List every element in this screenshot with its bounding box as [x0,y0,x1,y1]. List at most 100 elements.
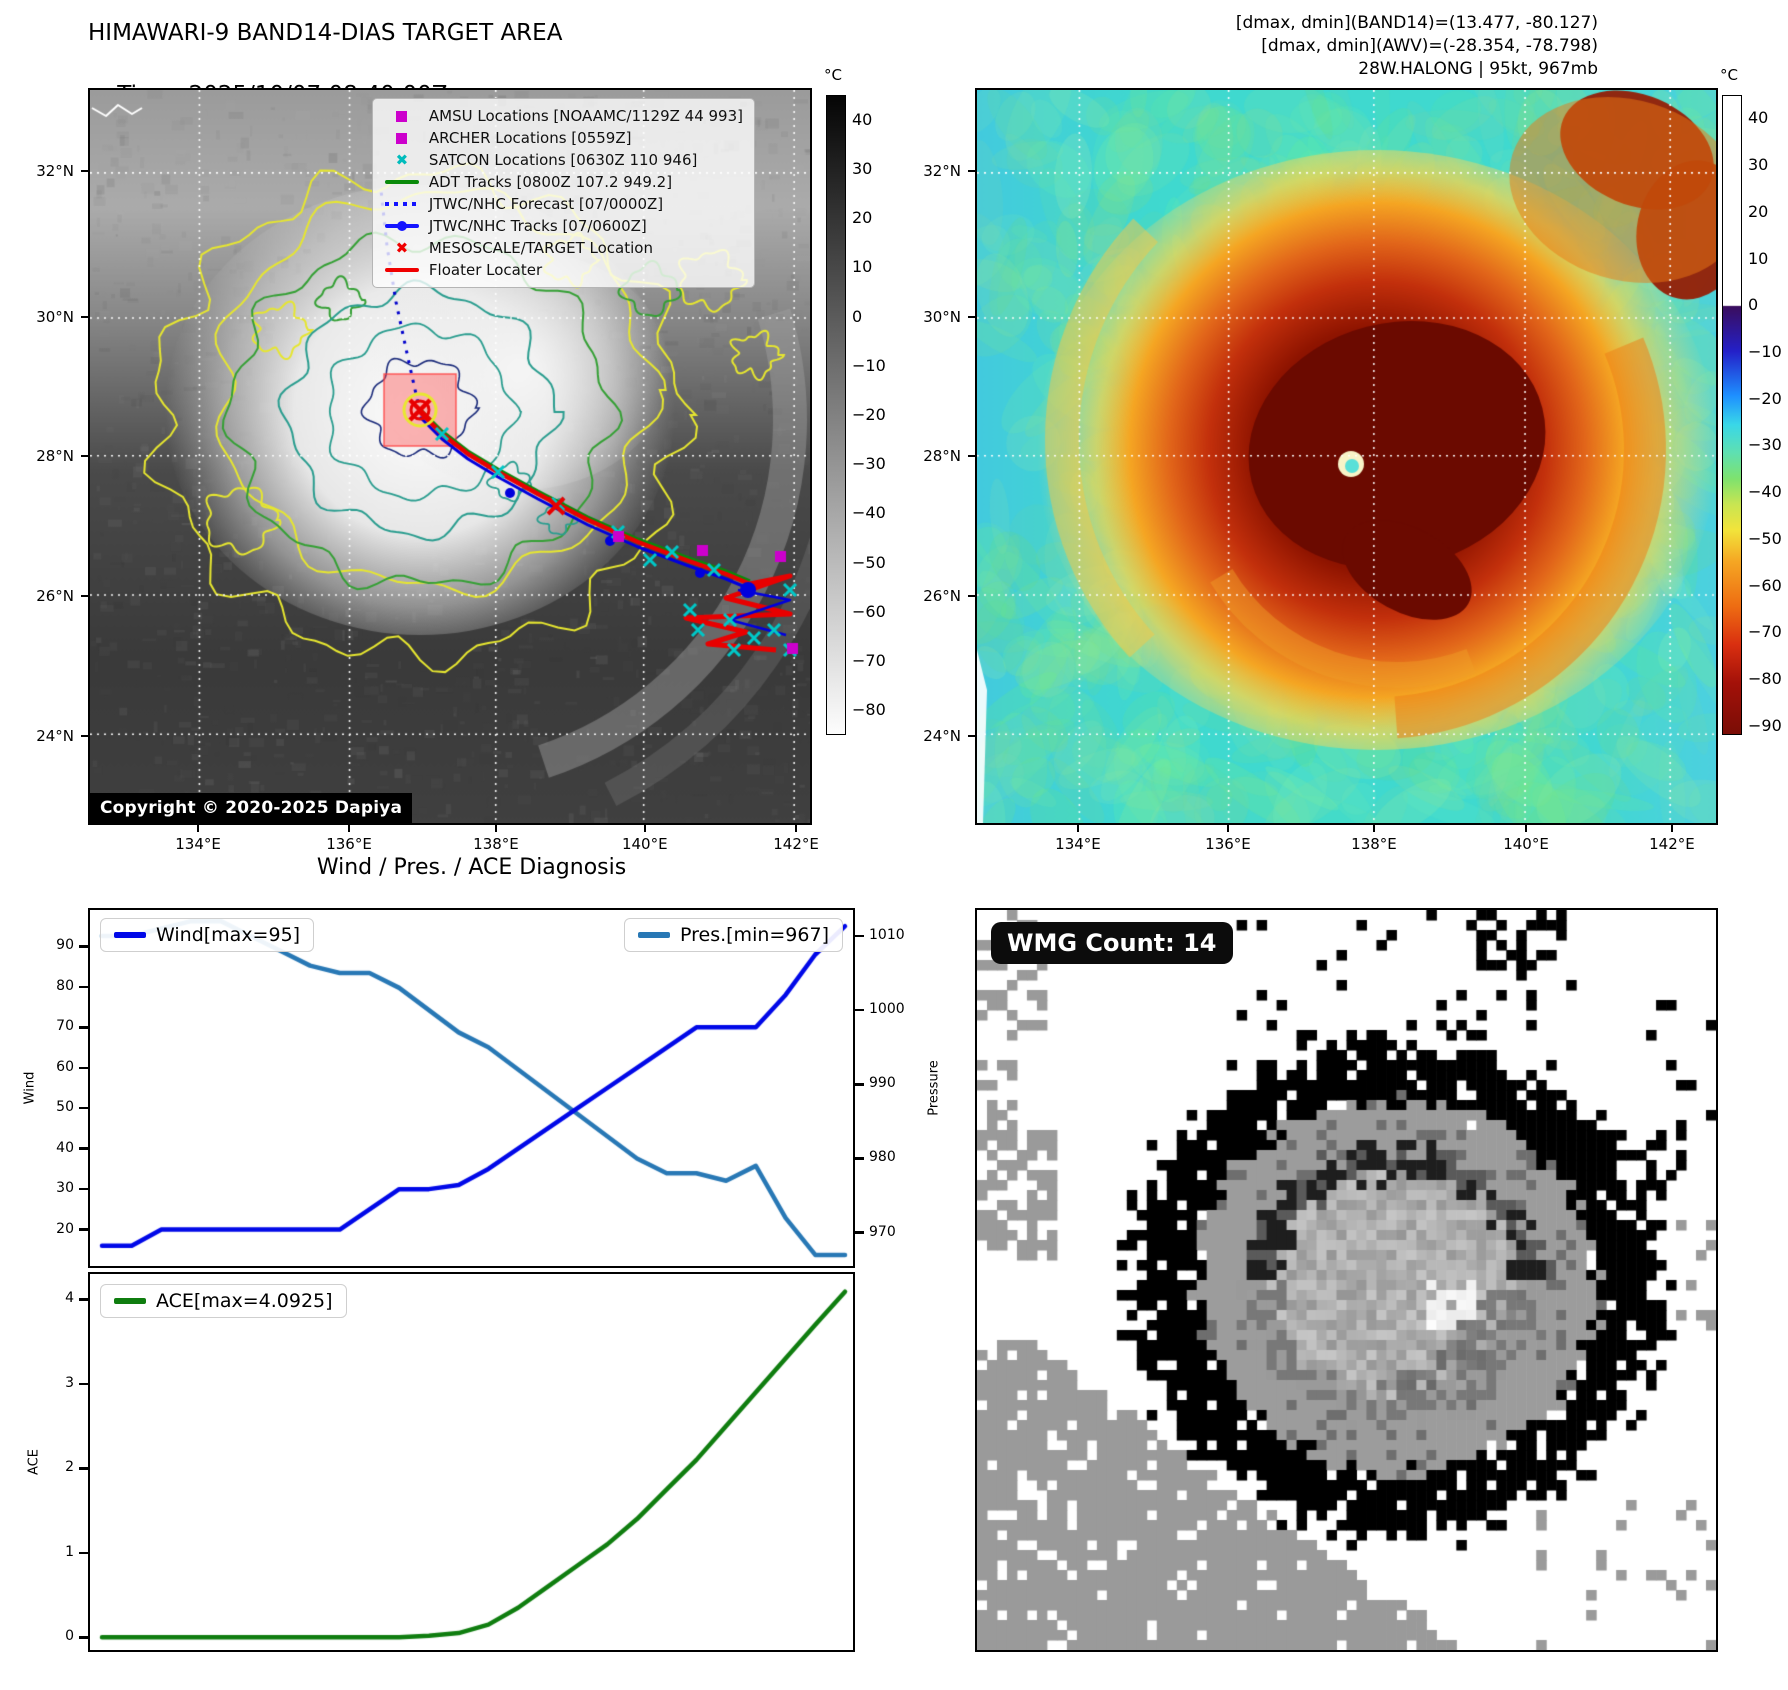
wind-y-tick-label: 40 [56,1139,74,1156]
legend-marker-glyph [384,180,419,184]
ace-y-tick-mark [79,1551,88,1555]
awv-colorbar-tick: 0 [1748,295,1759,315]
pressure-y-tick-label: 1000 [869,1001,905,1018]
band14-y-tick-label: 32°N [36,162,74,181]
wmg-count-panel: WMG Count: 14 [975,908,1718,1652]
awv-colorbar-tick: 40 [1748,108,1769,128]
line-marker-icon [384,180,420,184]
awv-x-tick-mark [1076,825,1079,832]
wind-y-tick-label: 90 [56,937,74,954]
legend-item: ADT Tracks [0800Z 107.2 949.2] [384,172,743,192]
ace-y-tick-mark [79,1382,88,1386]
awv-colorbar-tick: −10 [1748,341,1782,361]
band14-colorbar-tick: −70 [852,651,886,671]
awv-colorbar-unit: °C [1720,66,1738,84]
band14-y-tick-mark [81,170,88,173]
pressure-y-tick-label: 1010 [869,926,905,943]
wind-y-tick-label: 50 [56,1099,74,1116]
awv-x-tick-label: 136°E [1205,835,1251,853]
wind-y-tick-mark [79,1066,88,1070]
band14-satellite-map: AMSU Locations [NOAAMC/1129Z 44 993] ARCH… [88,88,812,825]
wind-legend-label: Wind[max=95] [156,924,301,946]
pressure-y-tick-label: 980 [869,1149,896,1166]
pressure-y-tick-mark [855,934,864,938]
band14-x-tick-label: 134°E [175,835,221,853]
band14-colorbar-tick: −10 [852,355,886,375]
map-legend: AMSU Locations [NOAAMC/1129Z 44 993] ARCH… [371,98,755,288]
awv-x-tick-label: 134°E [1055,835,1101,853]
wind-y-tick-mark [79,1187,88,1191]
wind-pressure-canvas [90,910,853,1266]
ace-y-tick-mark [79,1467,88,1470]
wind-y-tick-label: 80 [56,977,74,994]
ace-y-tick-mark [79,1298,88,1301]
wind-pressure-chart: Wind[max=95] Pres.[min=967] [88,908,855,1268]
wmg-count-badge: WMG Count: 14 [991,922,1233,964]
legend-item: JTWC/NHC Tracks [07/0600Z] [384,216,743,236]
band14-colorbar-tick: 40 [852,109,873,129]
legend-marker-glyph [384,202,419,206]
wind-y-tick-label: 70 [56,1018,74,1035]
legend-marker-glyph [396,132,408,144]
annotation-storm: 28W.HALONG | 95kt, 967mb [1358,59,1598,79]
ace-y-tick-label: 3 [65,1374,74,1391]
awv-colorbar-tick: −90 [1748,715,1782,735]
pressure-y-tick-label: 990 [869,1075,896,1092]
awv-x-tick-mark [1372,825,1375,832]
awv-colorbar [1722,95,1742,735]
band14-x-tick-label: 138°E [473,835,519,853]
ace-y-tick-label: 0 [65,1628,74,1645]
band14-y-tick-mark [81,316,88,319]
legend-marker-glyph: ✖ [395,238,409,257]
legend-item-label: ARCHER Locations [0559Z] [428,129,632,147]
ace-legend: ACE[max=4.0925] [100,1284,347,1318]
diagnosis-title: Wind / Pres. / ACE Diagnosis [316,855,627,880]
copyright-badge: Copyright © 2020-2025 Dapiya [90,793,413,823]
awv-colorbar-tick: −70 [1748,622,1782,642]
band14-colorbar-tick: 0 [852,306,863,326]
band14-x-tick-mark [197,825,200,832]
band14-colorbar-tick: 10 [852,257,873,277]
square-marker-icon [384,110,420,122]
band14-y-tick-label: 24°N [36,726,74,745]
legend-marker-glyph: ✖ [395,150,409,169]
legend-item: ✖ MESOSCALE/TARGET Location [384,238,743,258]
awv-x-tick-mark [1670,825,1673,832]
legend-item-label: SATCON Locations [0630Z 110 946] [428,151,698,169]
band14-colorbar-unit: °C [824,66,842,84]
legend-item-label: ADT Tracks [0800Z 107.2 949.2] [428,173,673,191]
awv-colorbar-tick: −40 [1748,482,1782,502]
legend-item: ✖ SATCON Locations [0630Z 110 946] [384,150,743,170]
band14-x-tick-mark [348,825,350,832]
legend-item: Floater Locater [384,260,743,280]
ace-legend-label: ACE[max=4.0925] [156,1290,333,1312]
x-marker-icon: ✖ [384,238,420,257]
legend-item-label: JTWC/NHC Tracks [07/0600Z] [428,217,647,235]
wind-y-tick-label: 20 [56,1220,74,1237]
ace-legend-swatch [114,1298,146,1304]
awv-y-tick-label: 26°N [923,586,961,605]
band14-x-tick-mark [795,825,798,832]
band14-x-tick-mark [643,825,646,832]
awv-colorbar-tick: 20 [1748,201,1769,221]
pressure-y-tick-mark [855,1083,864,1086]
band14-colorbar-tick: 20 [852,208,873,228]
band14-colorbar-tick: 30 [852,158,873,178]
band14-colorbar-tick: −40 [852,503,886,523]
band14-y-tick-mark [81,734,88,737]
awv-x-tick-mark [1226,825,1229,832]
awv-y-tick-label: 32°N [923,162,961,181]
awv-y-tick-label: 28°N [923,446,961,465]
awv-y-tick-mark [968,734,975,737]
wmg-canvas [977,910,1716,1650]
band14-y-tick-label: 28°N [36,446,74,465]
awv-y-tick-mark [968,594,975,597]
awv-x-tick-mark [1525,825,1527,832]
annotation-awv: [dmax, dmin](AWV)=(-28.354, -78.798) [1261,36,1598,56]
linedot-marker-icon [384,221,420,231]
awv-x-tick-label: 140°E [1503,835,1549,853]
pressure-y-tick-mark [855,1157,864,1160]
awv-colorbar-tick: 30 [1748,155,1769,175]
legend-item: JTWC/NHC Forecast [07/0000Z] [384,194,743,214]
